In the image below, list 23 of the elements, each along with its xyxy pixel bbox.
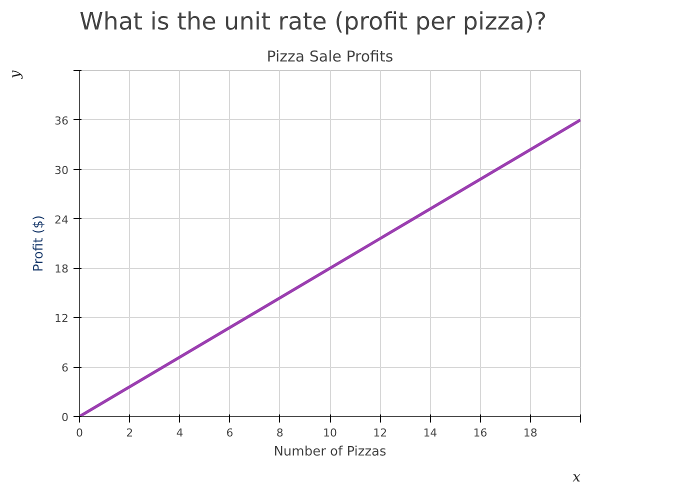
y-tick-label: 18 — [54, 262, 69, 276]
x-axis-title: Number of Pizzas — [274, 444, 387, 460]
x-tick-label: 0 — [76, 426, 83, 440]
x-tick-label: 16 — [473, 426, 488, 440]
x-tick-label: 6 — [226, 426, 234, 440]
x-tick-label: 2 — [126, 426, 134, 440]
x-tick-label: 4 — [176, 426, 184, 440]
y-axis-title: Profit ($) — [32, 215, 47, 272]
y-tick-label: 6 — [62, 362, 68, 375]
x-tick-label: 18 — [523, 426, 538, 440]
x-tick-label: 10 — [323, 426, 337, 440]
x-tick-label: 8 — [276, 426, 284, 440]
chart-subtitle: Pizza Sale Profits — [266, 48, 394, 66]
y-tick-label: 24 — [54, 213, 69, 226]
y-tick-label: 30 — [54, 164, 69, 177]
x-tick-label: 12 — [373, 426, 388, 440]
x-tick-label: 14 — [423, 426, 438, 440]
text: y — [8, 69, 24, 80]
chart-title: What is the unit rate (profit per pizza)? — [80, 8, 547, 36]
y-tick-label: 36 — [54, 114, 69, 128]
text: x — [572, 470, 581, 486]
y-tick-label: 12 — [54, 312, 69, 326]
y-tick-label: 0 — [62, 411, 68, 424]
